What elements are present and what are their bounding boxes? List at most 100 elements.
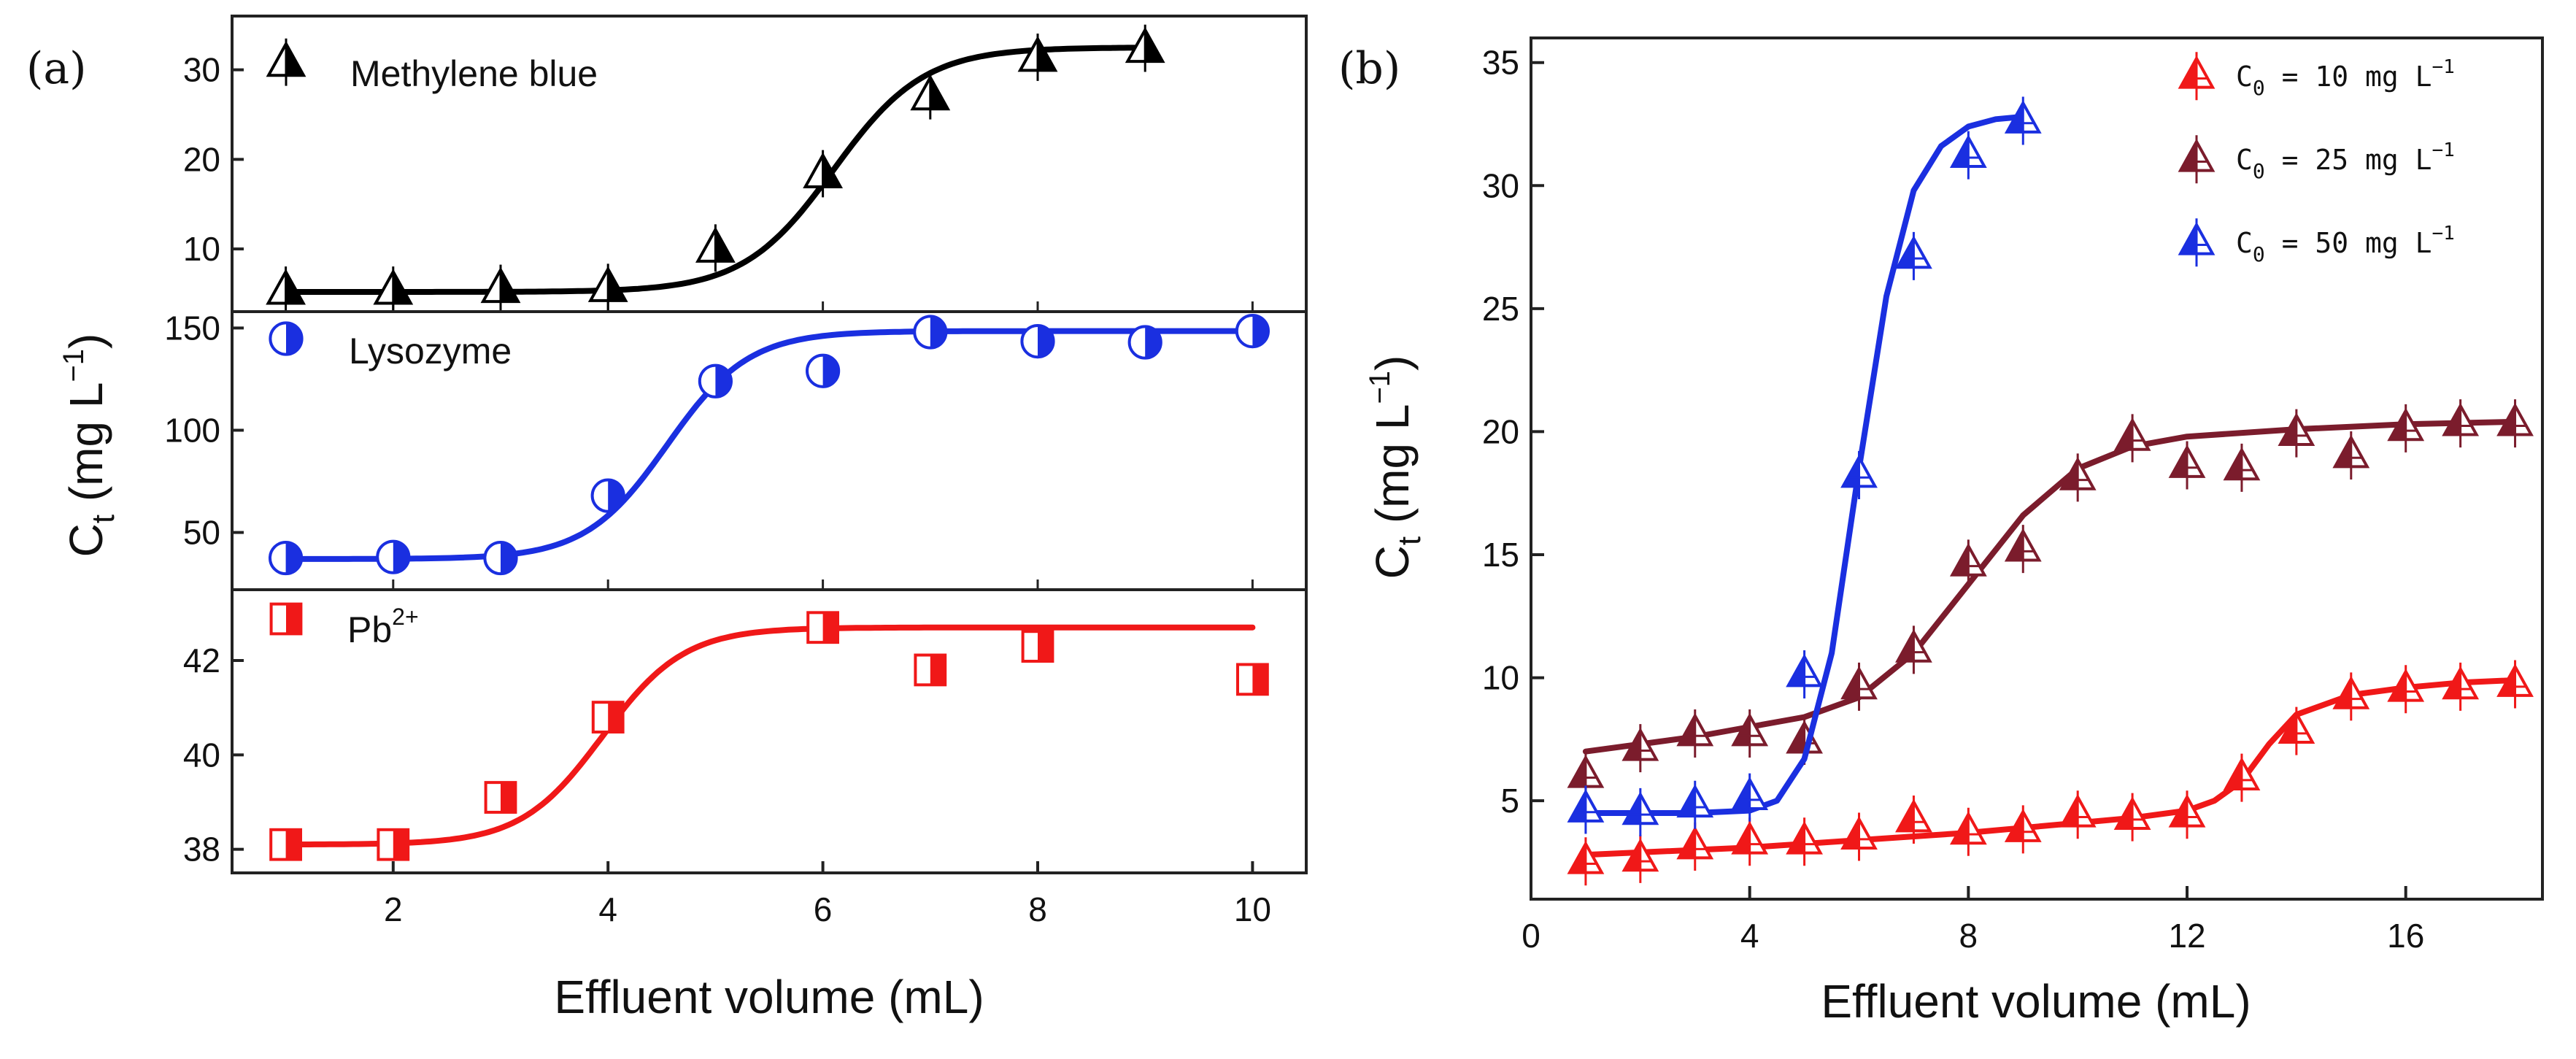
y-tick-label: 150 xyxy=(164,309,220,347)
panel-a-x-axis-title: Effluent volume (mL) xyxy=(554,971,984,1023)
data-point xyxy=(377,828,410,861)
data-point xyxy=(2496,660,2534,709)
data-point xyxy=(2223,753,2261,802)
fit-curve xyxy=(1582,113,2027,816)
data-point xyxy=(1895,625,1932,674)
data-point xyxy=(1731,817,1769,866)
x-tick-label: 12 xyxy=(2168,917,2205,955)
data-point xyxy=(2113,414,2151,463)
data-point xyxy=(2387,404,2425,453)
legend-marker xyxy=(2178,52,2216,101)
x-tick-label: 0 xyxy=(1522,917,1540,955)
panel-b-y-axis-title: Ct (mg L−1) xyxy=(1364,355,1427,579)
data-point xyxy=(1127,325,1162,360)
fit-curve xyxy=(282,624,1256,848)
data-point xyxy=(2004,805,2042,854)
y-tick-label: 35 xyxy=(1482,44,1519,82)
y-tick-label: 40 xyxy=(183,736,220,774)
data-point xyxy=(913,315,948,350)
y-tick-label: 100 xyxy=(164,411,220,449)
y-tick-label: 38 xyxy=(183,831,220,869)
data-point xyxy=(1567,837,1605,886)
subplot-plot-area xyxy=(266,24,1165,312)
data-point xyxy=(806,611,839,644)
panel-b-label: (b) xyxy=(1338,43,1400,94)
y-tick-label: 15 xyxy=(1482,536,1519,574)
data-point xyxy=(1786,650,1823,699)
x-tick-label: 10 xyxy=(1234,890,1271,928)
data-point xyxy=(1676,823,1714,871)
data-point xyxy=(2332,672,2370,721)
data-point xyxy=(590,478,625,513)
legend-entry-label: C0 = 10 mg L−1 xyxy=(2236,56,2455,100)
y-tick-label: 20 xyxy=(183,140,220,178)
data-point xyxy=(1949,539,1987,588)
y-tick-label: 10 xyxy=(1482,659,1519,697)
data-point xyxy=(266,266,306,312)
legend-marker xyxy=(269,321,304,356)
data-point xyxy=(2332,431,2370,480)
data-point xyxy=(1895,231,1932,280)
panel-b-ticks: 0 4 8 12 16 5 10 15 20 25 30 35 xyxy=(1482,44,2424,955)
data-point xyxy=(269,540,304,576)
data-point xyxy=(1621,787,1659,836)
x-tick-label: 4 xyxy=(1740,917,1759,955)
data-point xyxy=(1676,780,1714,829)
series-label-pb: Pb2+ xyxy=(347,604,419,650)
data-point xyxy=(2223,443,2261,492)
x-tick-label: 2 xyxy=(384,890,403,928)
fit-curve xyxy=(1582,677,2518,858)
legend-marker xyxy=(2178,135,2216,184)
legend-entry-label: C0 = 50 mg L−1 xyxy=(2236,223,2455,266)
x-tick-label: 8 xyxy=(1959,917,1978,955)
y-tick-label: 42 xyxy=(183,642,220,679)
data-point xyxy=(2442,662,2480,711)
data-point xyxy=(1840,662,1878,711)
data-point xyxy=(484,781,517,814)
data-point xyxy=(480,264,521,312)
data-point xyxy=(1017,34,1058,81)
x-tick-label: 6 xyxy=(814,890,833,928)
panel-a-y-axis-title: Ct (mg L−1) xyxy=(58,334,121,558)
y-tick-label: 10 xyxy=(183,230,220,268)
subplot-pb: 38 40 42 xyxy=(183,602,1269,873)
data-point xyxy=(1895,795,1932,844)
data-point xyxy=(698,363,733,398)
subplot-plot-area xyxy=(269,314,1270,576)
y-tick-label: 25 xyxy=(1482,290,1519,328)
data-point xyxy=(2168,790,2206,839)
panel-a-label: (a) xyxy=(26,43,87,94)
data-point xyxy=(1840,450,1878,499)
legend-marker xyxy=(2178,218,2216,267)
data-point xyxy=(2442,399,2480,448)
data-point xyxy=(2278,409,2315,458)
y-tick-label: 50 xyxy=(183,514,220,552)
panel-a-frame xyxy=(231,15,1308,874)
data-point xyxy=(914,653,947,687)
data-point xyxy=(2059,790,2097,839)
data-point xyxy=(591,701,625,734)
data-point xyxy=(2168,441,2206,490)
data-point xyxy=(1731,709,1769,758)
data-point xyxy=(2004,96,2042,145)
data-point xyxy=(695,224,736,272)
data-point xyxy=(269,828,303,861)
y-tick-label: 30 xyxy=(1482,166,1519,204)
data-point xyxy=(1949,131,1987,180)
data-point xyxy=(2387,665,2425,714)
y-tick-label: 20 xyxy=(1482,412,1519,450)
data-point xyxy=(2278,706,2315,755)
fit-curve xyxy=(1582,418,2518,755)
data-point xyxy=(1020,324,1055,359)
data-point xyxy=(1567,785,1605,834)
data-point xyxy=(1840,812,1878,861)
data-point xyxy=(2059,453,2097,502)
data-point xyxy=(806,353,841,388)
data-point xyxy=(1621,834,1659,883)
data-point xyxy=(2004,525,2042,574)
data-point xyxy=(1236,663,1269,696)
panel-b-legend: C0 = 10 mg L−1 C0 = 25 mg L−1 C0 = 50 mg L… xyxy=(2178,52,2455,267)
